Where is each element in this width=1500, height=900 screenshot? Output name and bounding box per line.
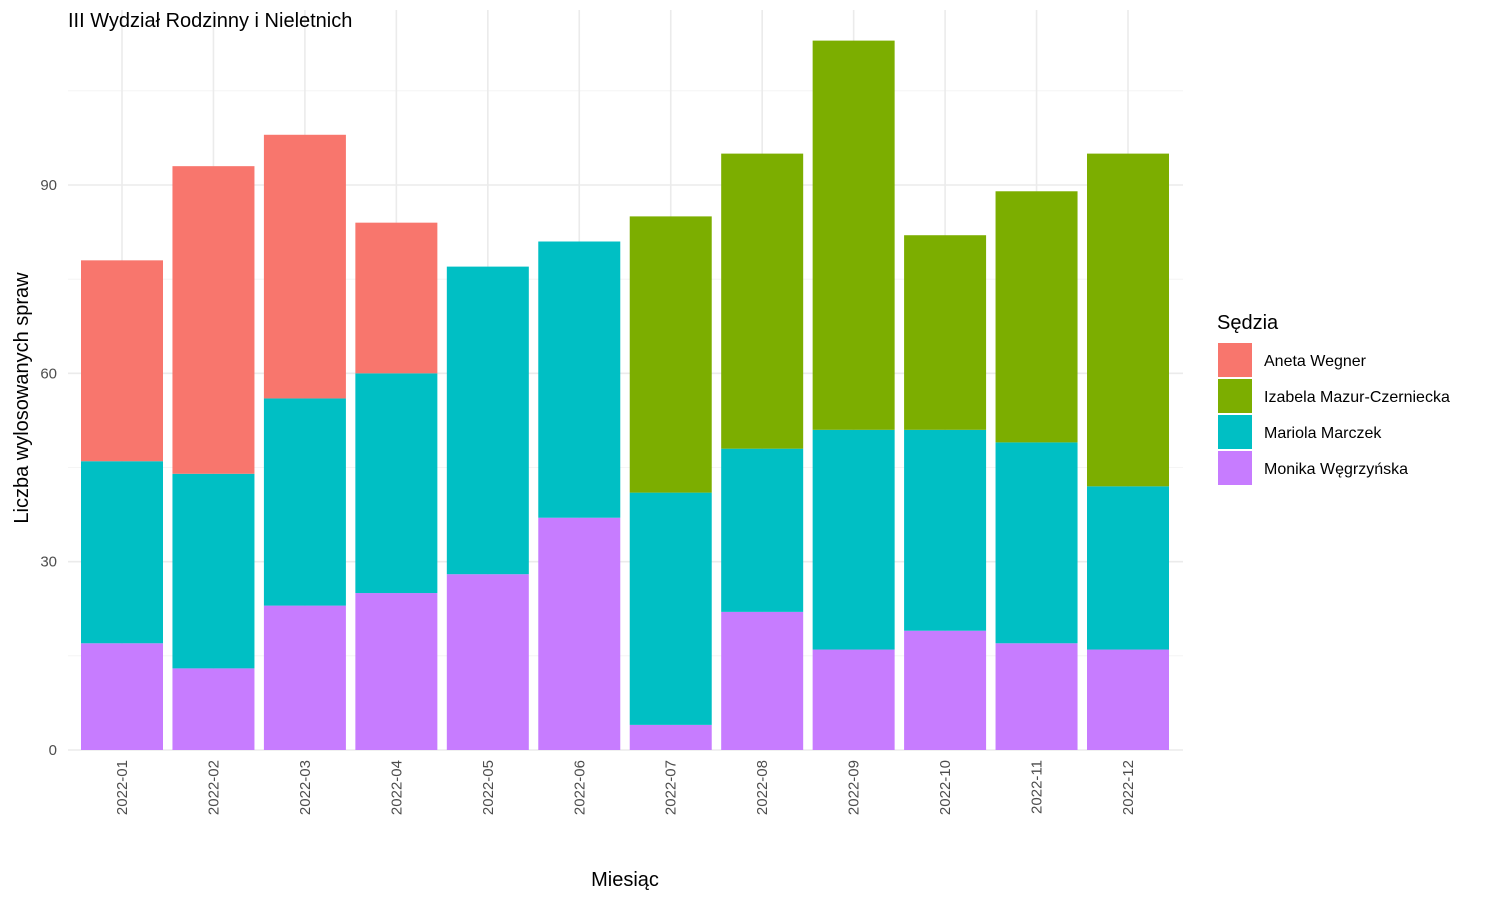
x-tick-label: 2022-07 xyxy=(663,760,680,815)
bar-segment xyxy=(721,611,804,750)
bar-segment xyxy=(1087,153,1169,487)
x-tick-label: 2022-08 xyxy=(754,760,771,815)
bars xyxy=(81,40,1169,750)
x-tick-label: 2022-06 xyxy=(571,760,588,815)
y-axis-title: Liczba wylosowanych spraw xyxy=(11,272,33,524)
x-tick-label: 2022-02 xyxy=(205,760,222,815)
legend-label: Izabela Mazur-Czerniecka xyxy=(1264,389,1450,406)
bar-segment xyxy=(538,517,621,750)
legend-swatch xyxy=(1218,343,1252,377)
bar-segment xyxy=(355,222,438,374)
bar-segment xyxy=(812,649,895,750)
bar-segment xyxy=(263,134,346,399)
y-tick-label: 90 xyxy=(40,177,57,194)
chart-title: III Wydział Rodzinny i Nieletnich xyxy=(68,10,352,32)
legend: Sędzia Aneta Wegner Izabela Mazur-Czernie… xyxy=(1217,312,1450,485)
legend-label: Aneta Wegner xyxy=(1264,353,1367,370)
legend-swatch xyxy=(1218,451,1252,485)
x-tick-label: 2022-01 xyxy=(114,760,131,815)
bar-segment xyxy=(995,643,1078,750)
bar-segment xyxy=(446,266,529,575)
bar-segment xyxy=(995,442,1078,644)
x-tick-label: 2022-10 xyxy=(937,760,954,815)
bar-segment xyxy=(721,153,804,449)
bar-segment xyxy=(81,643,163,750)
x-axis-ticks: 2022-01 2022-02 2022-03 2022-04 2022-05 2022-… xyxy=(114,760,1137,815)
bar-segment xyxy=(904,429,987,631)
bar-segment xyxy=(904,235,987,430)
y-axis-ticks: 0 30 60 90 xyxy=(40,177,57,759)
bar-segment xyxy=(172,166,255,474)
bar-segment xyxy=(721,448,804,612)
y-tick-label: 0 xyxy=(49,742,57,759)
legend-swatch xyxy=(1218,379,1252,413)
bar-segment xyxy=(263,398,346,606)
bar-segment xyxy=(172,668,255,750)
bar-segment xyxy=(629,216,712,493)
bar-segment xyxy=(263,605,346,750)
bar-segment xyxy=(812,429,895,650)
legend-label: Mariola Marczek xyxy=(1264,425,1382,442)
bar-segment xyxy=(995,191,1078,443)
bar-segment xyxy=(629,492,712,725)
x-tick-label: 2022-12 xyxy=(1120,760,1137,815)
bar-segment xyxy=(1087,649,1169,750)
legend-label: Monika Węgrzyńska xyxy=(1264,461,1408,478)
legend-swatch xyxy=(1218,415,1252,449)
x-tick-label: 2022-04 xyxy=(388,760,405,815)
bar-segment xyxy=(904,630,987,750)
bar-segment xyxy=(355,593,438,750)
bar-segment xyxy=(446,574,529,750)
x-tick-label: 2022-05 xyxy=(480,760,497,815)
bar-segment xyxy=(81,260,163,462)
legend-title: Sędzia xyxy=(1217,312,1279,334)
x-tick-label: 2022-11 xyxy=(1029,760,1046,814)
y-tick-label: 60 xyxy=(40,365,57,382)
bar-segment xyxy=(812,40,895,430)
y-tick-label: 30 xyxy=(40,554,57,571)
bar-segment xyxy=(81,461,163,644)
x-tick-label: 2022-03 xyxy=(297,760,314,815)
bar-segment xyxy=(172,473,255,669)
bar-segment xyxy=(538,241,621,518)
x-axis-title: Miesiąc xyxy=(591,869,659,891)
bar-segment xyxy=(1087,486,1169,650)
bar-segment xyxy=(629,724,712,750)
bar-segment xyxy=(355,373,438,594)
x-tick-label: 2022-09 xyxy=(846,760,863,815)
